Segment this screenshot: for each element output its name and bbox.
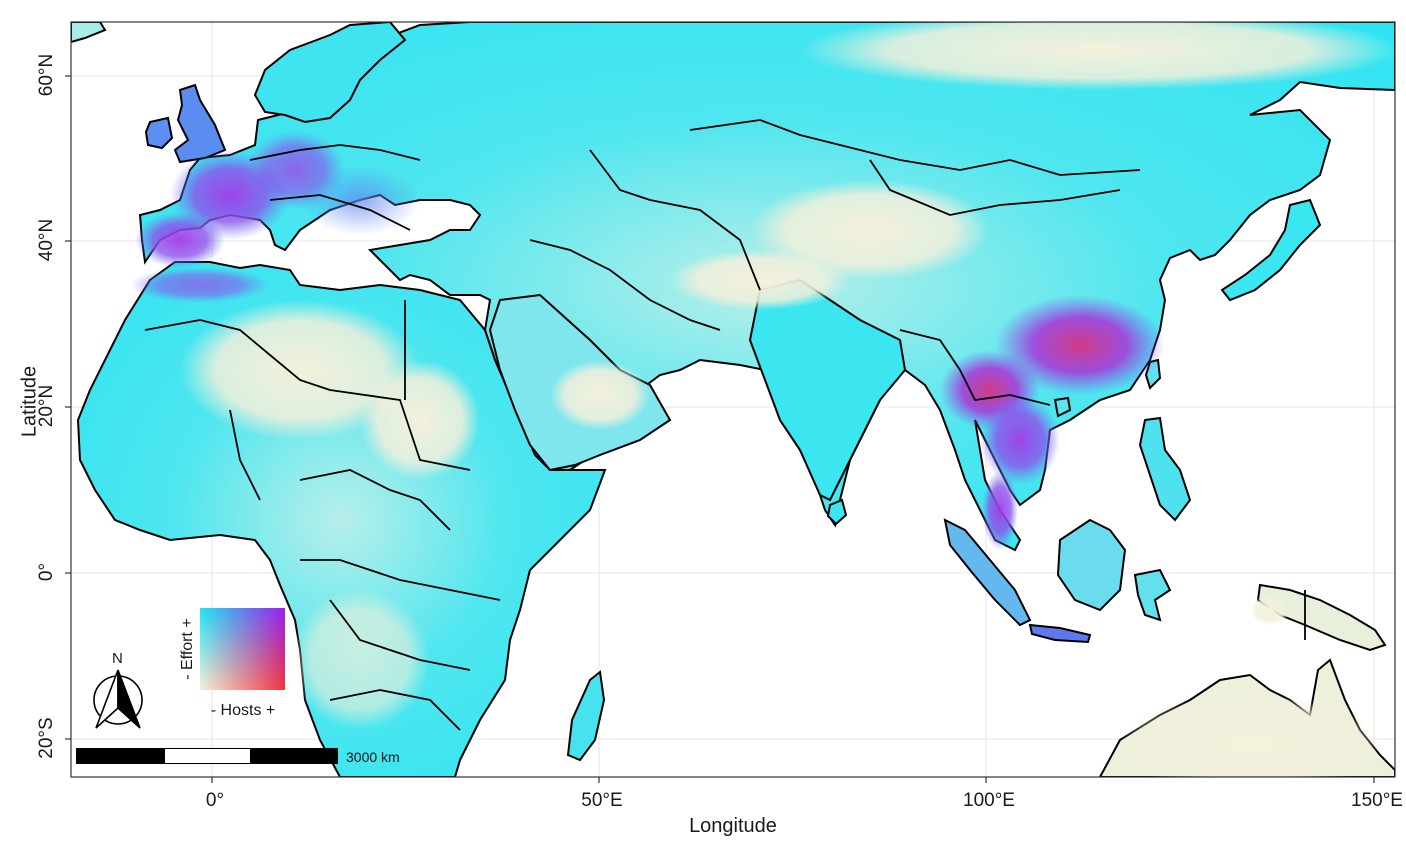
scale-bar-segment-1 [76,748,164,764]
landmass-india [748,278,907,502]
y-axis-title: Latitude [18,365,41,438]
landmass-scandinavia [253,22,407,124]
landmass-philippines [1138,416,1192,522]
legend-color-square [200,608,285,690]
north-arrow-label: N [112,650,123,667]
x-tick-150e: 150°E [1351,790,1403,811]
scale-bar-label: 3000 km [346,749,400,765]
landmass-borneo [1056,518,1127,612]
plot-frame [70,21,1396,778]
scale-bar-segment-3 [251,748,338,764]
landmass-ireland [144,116,174,150]
landmass-java [1028,623,1092,644]
y-tick-0: 0° [36,562,57,582]
low-value-regions [180,22,1395,777]
x-axis-title: Longitude [689,815,777,837]
axis-ticks [65,75,1375,783]
landmass-hainan [1053,396,1072,418]
y-tick-20s: 20°S [36,717,57,759]
x-tick-100e: 100°E [963,790,1015,811]
y-tick-40n: 40°N [36,218,57,262]
legend-effort-label: - Effort + [179,618,196,680]
landmass-japan [1220,198,1322,302]
landmass-madagascar [566,670,606,762]
scale-bar [76,748,338,764]
hotspot-southeast-asia [940,295,1165,550]
scale-bar-segment-2 [164,748,251,764]
landmass-sumatra [943,518,1032,627]
landmass-greenland-edge [71,22,107,44]
bivariate-legend: - Effort + - Hosts + [170,602,300,724]
country-borders [144,119,1306,731]
landmass-sulawesi [1133,568,1172,622]
x-tick-50e: 50°E [581,790,623,811]
y-tick-60n: 60°N [36,53,57,97]
hotspot-europe [130,130,420,303]
north-arrow-icon [93,669,143,729]
x-tick-0: 0° [205,790,225,811]
legend-hosts-label: - Hosts + [210,702,276,719]
landmass-sri-lanka [826,498,848,526]
